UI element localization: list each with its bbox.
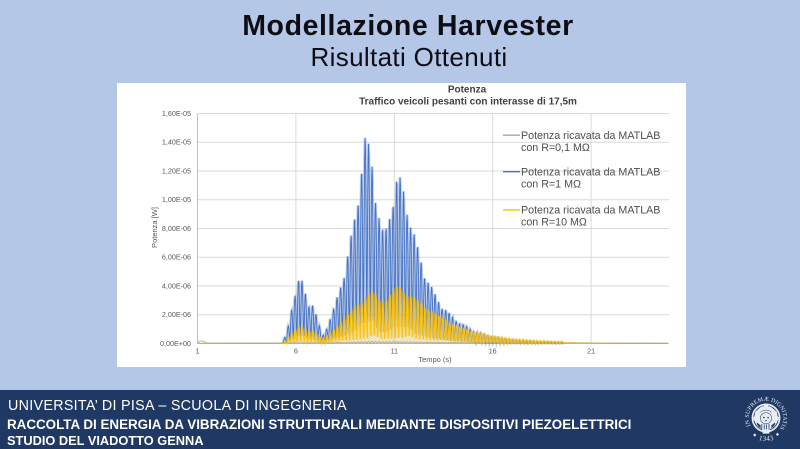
svg-text:Tempo (s): Tempo (s) bbox=[418, 355, 452, 364]
svg-text:Potenza ricavata da MATLAB: Potenza ricavata da MATLAB bbox=[521, 166, 660, 178]
svg-text:6: 6 bbox=[294, 347, 298, 356]
svg-text:11: 11 bbox=[391, 347, 398, 356]
svg-text:Potenza: Potenza bbox=[448, 85, 487, 96]
svg-text:8,00E-06: 8,00E-06 bbox=[162, 224, 191, 233]
svg-text:con R=10 MΩ: con R=10 MΩ bbox=[521, 217, 587, 229]
svg-text:1,40E-05: 1,40E-05 bbox=[162, 138, 191, 147]
svg-text:4,00E-06: 4,00E-06 bbox=[162, 281, 191, 290]
svg-text:1: 1 bbox=[196, 347, 200, 356]
svg-text:0,00E+00: 0,00E+00 bbox=[160, 339, 191, 348]
svg-text:con R=0,1 MΩ: con R=0,1 MΩ bbox=[521, 142, 590, 154]
svg-text:1,20E-05: 1,20E-05 bbox=[162, 166, 191, 175]
svg-text:21: 21 bbox=[587, 347, 595, 356]
svg-text:Potenza [W]: Potenza [W] bbox=[150, 207, 159, 248]
svg-text:1343: 1343 bbox=[758, 434, 775, 443]
svg-text:1,60E-05: 1,60E-05 bbox=[162, 109, 191, 118]
svg-text:2,00E-06: 2,00E-06 bbox=[162, 310, 191, 319]
svg-text:Potenza ricavata da MATLAB: Potenza ricavata da MATLAB bbox=[521, 130, 660, 142]
svg-text:con R=1 MΩ: con R=1 MΩ bbox=[521, 179, 581, 191]
svg-text:Potenza ricavata da MATLAB: Potenza ricavata da MATLAB bbox=[521, 205, 660, 217]
svg-text:16: 16 bbox=[489, 347, 497, 356]
svg-text:1,00E-05: 1,00E-05 bbox=[162, 195, 191, 204]
svg-text:Traffico veicoli pesanti con i: Traffico veicoli pesanti con interasse d… bbox=[359, 97, 577, 108]
svg-text:6,00E-06: 6,00E-06 bbox=[162, 253, 191, 262]
